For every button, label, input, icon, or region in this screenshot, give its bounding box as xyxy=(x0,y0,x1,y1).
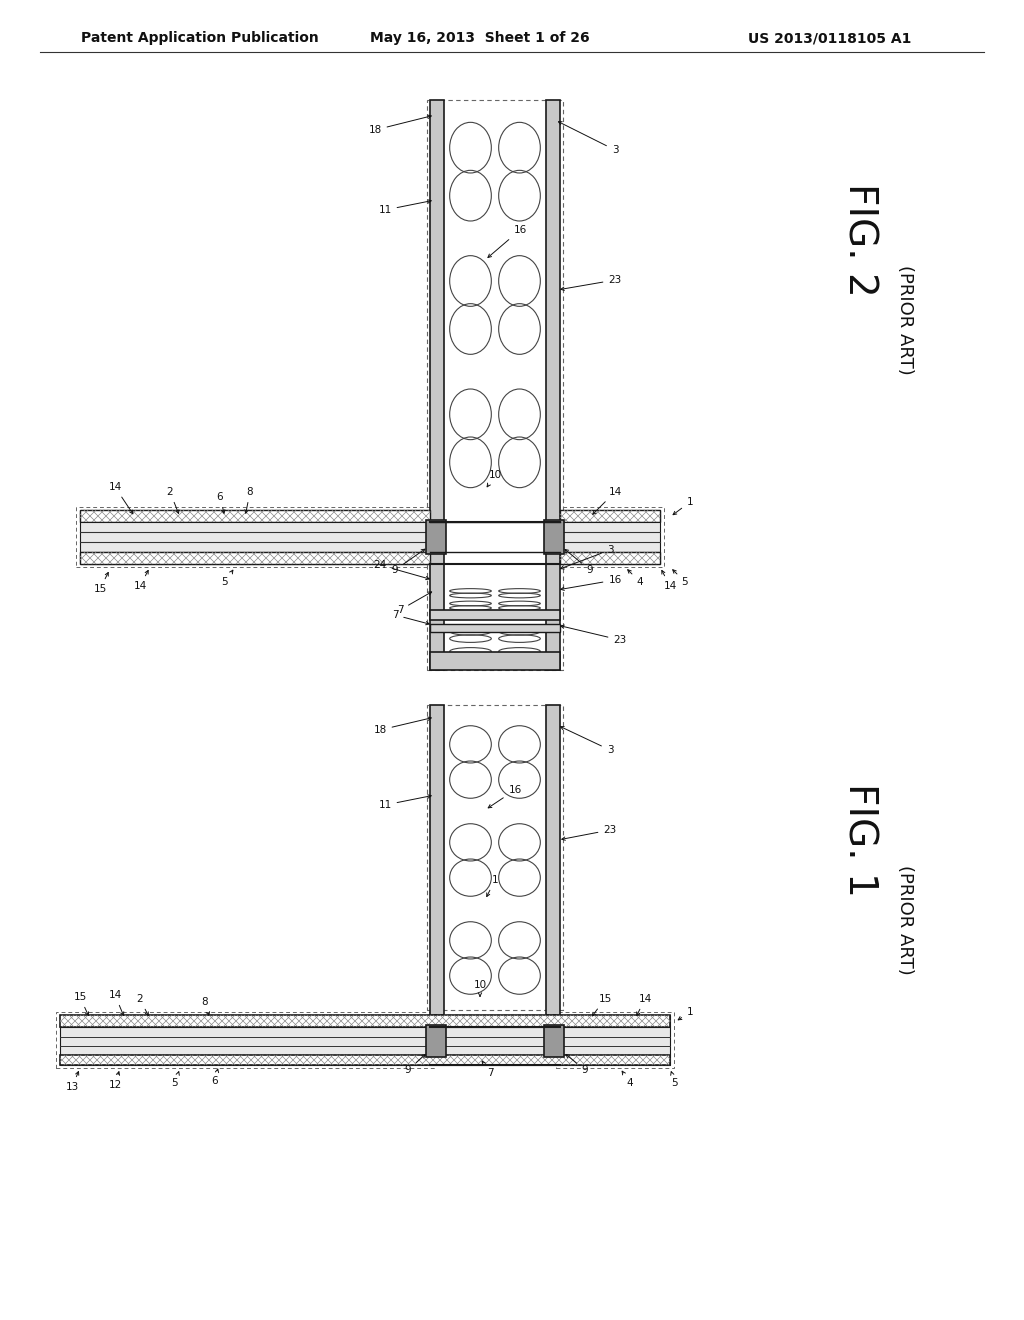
Bar xyxy=(60,1015,670,1027)
Bar xyxy=(560,552,660,564)
Text: US 2013/0118105 A1: US 2013/0118105 A1 xyxy=(749,30,911,45)
Bar xyxy=(81,511,429,520)
Text: 10: 10 xyxy=(473,979,486,997)
Bar xyxy=(76,507,434,568)
Text: 14: 14 xyxy=(133,570,148,591)
Text: 16: 16 xyxy=(488,785,521,808)
Text: Patent Application Publication: Patent Application Publication xyxy=(81,30,318,45)
Bar xyxy=(430,652,560,671)
Text: 23: 23 xyxy=(561,275,622,290)
Bar xyxy=(430,610,560,620)
Bar xyxy=(548,106,558,665)
Text: 7: 7 xyxy=(392,610,429,624)
Bar xyxy=(548,708,558,1012)
Text: 24: 24 xyxy=(374,560,429,579)
Text: 1: 1 xyxy=(673,498,693,515)
Bar xyxy=(61,1016,669,1026)
Text: 15: 15 xyxy=(93,573,109,594)
Text: 5: 5 xyxy=(673,570,688,587)
Bar xyxy=(60,1027,670,1055)
Bar xyxy=(546,100,560,671)
Text: 6: 6 xyxy=(212,1069,219,1086)
Text: 6: 6 xyxy=(217,492,225,513)
Bar xyxy=(430,624,560,632)
Bar xyxy=(430,705,444,1015)
Bar xyxy=(81,553,429,562)
Text: 11: 11 xyxy=(379,199,431,215)
Text: FIG. 2: FIG. 2 xyxy=(841,183,879,297)
Bar xyxy=(80,510,430,521)
Text: 1: 1 xyxy=(678,1007,693,1020)
Bar xyxy=(560,552,660,564)
Text: 8: 8 xyxy=(202,997,210,1015)
Bar xyxy=(80,552,430,564)
Text: 9: 9 xyxy=(565,549,593,576)
Text: 23: 23 xyxy=(562,825,616,841)
Text: (PRIOR ART): (PRIOR ART) xyxy=(896,865,914,975)
Text: 14: 14 xyxy=(593,487,622,515)
Bar xyxy=(544,520,564,554)
Text: 16: 16 xyxy=(561,576,622,590)
Text: 3: 3 xyxy=(560,545,613,569)
Text: 5: 5 xyxy=(671,1072,678,1088)
Bar xyxy=(560,521,660,552)
Bar xyxy=(556,507,664,568)
Text: 11: 11 xyxy=(379,795,431,810)
Text: 18: 18 xyxy=(369,115,431,135)
Text: 10: 10 xyxy=(487,470,502,487)
Bar xyxy=(560,510,660,521)
Bar xyxy=(546,705,560,1015)
Text: 13: 13 xyxy=(66,1072,79,1092)
Text: 23: 23 xyxy=(561,626,627,645)
Text: 9: 9 xyxy=(404,1055,425,1074)
Text: FIG. 1: FIG. 1 xyxy=(841,783,879,896)
Text: 8: 8 xyxy=(245,487,253,513)
Text: 14: 14 xyxy=(662,570,677,591)
Text: 3: 3 xyxy=(558,121,618,154)
Bar xyxy=(80,510,430,521)
Text: 4: 4 xyxy=(628,570,643,587)
Bar xyxy=(61,1056,669,1064)
Text: 3: 3 xyxy=(560,726,613,755)
Bar xyxy=(427,100,563,671)
Bar xyxy=(80,521,430,552)
Text: 2: 2 xyxy=(167,487,179,513)
Bar xyxy=(544,1026,564,1057)
Text: 12: 12 xyxy=(109,1072,122,1090)
Text: 5: 5 xyxy=(172,1072,179,1088)
Bar xyxy=(556,1012,674,1068)
Bar xyxy=(56,1012,434,1068)
Bar xyxy=(560,510,660,521)
Bar xyxy=(60,1055,670,1065)
Bar xyxy=(426,1026,446,1057)
Text: 1: 1 xyxy=(486,875,499,896)
Bar xyxy=(60,1055,670,1065)
Bar xyxy=(561,553,659,562)
Text: 15: 15 xyxy=(592,994,611,1016)
Text: 4: 4 xyxy=(623,1072,633,1088)
Text: 15: 15 xyxy=(74,993,88,1015)
Text: 9: 9 xyxy=(566,1055,589,1074)
Text: 2: 2 xyxy=(136,994,148,1015)
Text: (PRIOR ART): (PRIOR ART) xyxy=(896,265,914,375)
Text: May 16, 2013  Sheet 1 of 26: May 16, 2013 Sheet 1 of 26 xyxy=(371,30,590,45)
Text: 5: 5 xyxy=(221,570,232,587)
Bar xyxy=(60,1015,670,1027)
Bar xyxy=(430,100,444,671)
Text: 16: 16 xyxy=(487,224,526,257)
Text: 7: 7 xyxy=(396,591,432,615)
Bar xyxy=(561,511,659,520)
Text: 7: 7 xyxy=(482,1061,494,1078)
Bar xyxy=(80,552,430,564)
Bar xyxy=(427,705,563,1010)
Bar xyxy=(426,520,446,554)
Text: 9: 9 xyxy=(392,549,425,576)
Text: 14: 14 xyxy=(637,994,651,1015)
Text: 14: 14 xyxy=(109,990,124,1015)
Text: 14: 14 xyxy=(109,482,133,513)
Text: 18: 18 xyxy=(374,717,431,735)
